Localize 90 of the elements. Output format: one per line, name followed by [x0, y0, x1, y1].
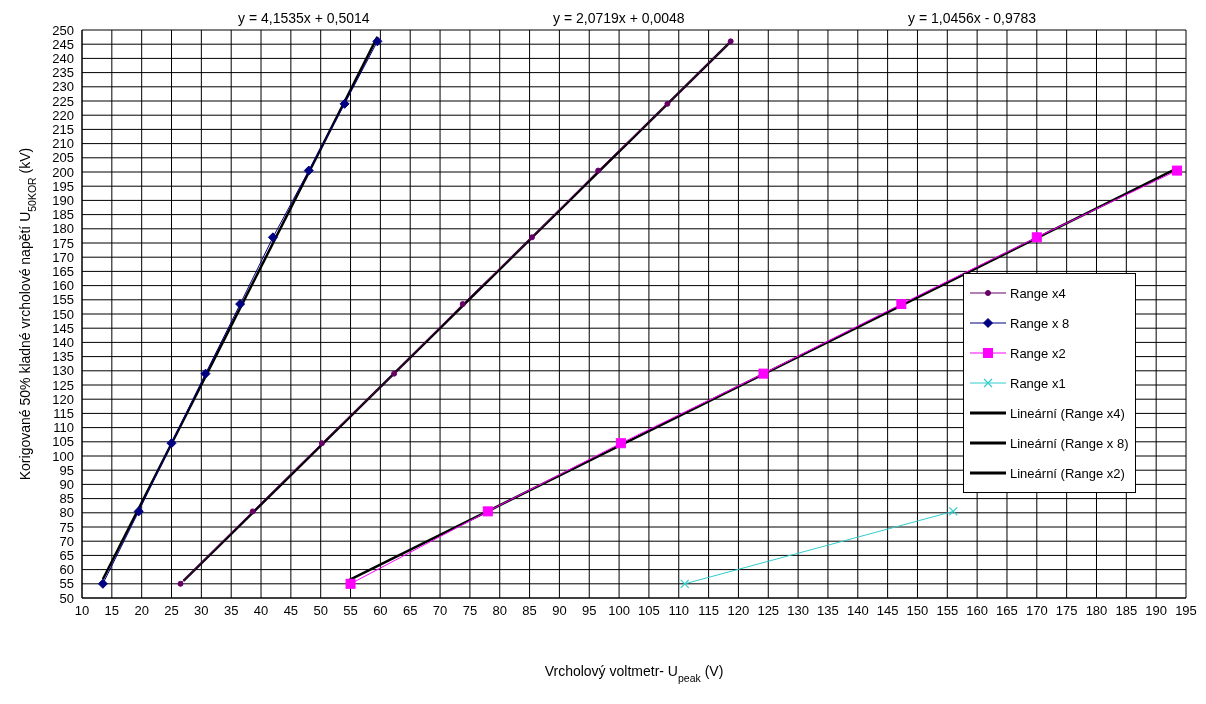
x-tick-label: 80: [492, 603, 507, 619]
legend-label: Range x4: [1010, 285, 1066, 301]
x-tick-label: 100: [608, 603, 630, 619]
x-tick-label: 50: [313, 603, 328, 619]
y-tick-label: 225: [52, 93, 74, 109]
x-tick-label: 135: [817, 603, 839, 619]
legend-label: Lineární (Range x2): [1010, 465, 1125, 481]
y-tick-label: 245: [52, 36, 74, 52]
x-tick-label: 155: [936, 603, 959, 619]
y-tick-label: 150: [52, 306, 74, 322]
x-tick-label: 160: [966, 603, 988, 619]
y-tick-label: 50: [59, 590, 74, 606]
x-tick-label: 190: [1145, 603, 1168, 619]
y-tick-label: 170: [52, 249, 74, 265]
x-tick-label: 90: [552, 603, 567, 619]
x-tick-label: 130: [787, 603, 809, 619]
y-tick-label: 125: [52, 377, 74, 393]
x-tick-label: 185: [1115, 603, 1138, 619]
x-tick-label: 125: [757, 603, 780, 619]
x-tick-label: 165: [996, 603, 1018, 619]
y-tick-label: 95: [59, 462, 74, 478]
y-tick-label: 220: [52, 107, 74, 123]
y-tick-label: 60: [59, 562, 74, 578]
y-tick-label: 110: [53, 420, 74, 436]
y-tick-label: 65: [59, 548, 74, 564]
y-tick-label: 145: [52, 320, 74, 336]
y-tick-label: 230: [52, 79, 74, 95]
y-tick-label: 130: [52, 363, 74, 379]
x-tick-label: 105: [638, 603, 660, 619]
y-tick-label: 185: [52, 207, 74, 223]
y-tick-label: 140: [52, 335, 74, 351]
y-tick-label: 115: [53, 406, 74, 422]
y-tick-label: 100: [52, 448, 74, 464]
y-tick-label: 175: [52, 235, 74, 251]
x-tick-label: 40: [253, 603, 269, 619]
x-tick-label: 65: [402, 603, 418, 619]
y-tick-label: 75: [59, 519, 74, 535]
legend-label: Range x1: [1010, 375, 1066, 391]
y-tick-label: 80: [59, 505, 74, 521]
x-tick-label: 95: [582, 603, 597, 619]
y-tick-label: 70: [59, 533, 74, 549]
y-tick-label: 190: [52, 193, 74, 209]
y-tick-label: 55: [59, 576, 74, 592]
x-tick-label: 170: [1025, 603, 1048, 619]
text: y = 4,1535x + 0,5014: [238, 10, 370, 26]
x-tick-label: 35: [223, 603, 239, 619]
y-tick-label: 205: [52, 150, 74, 166]
x-axis-title: Vrcholový voltmetr- U$_{peak}$ (V): [544, 663, 724, 684]
x-tick-label: 45: [283, 603, 299, 619]
y-tick-label: 235: [52, 65, 74, 81]
y-tick-label: 240: [52, 51, 74, 67]
legend-label: Lineární (Range x 8): [1010, 435, 1129, 451]
x-tick-label: 55: [343, 603, 358, 619]
x-tick-label: 10: [74, 603, 90, 619]
x-tick-label: 180: [1085, 603, 1108, 619]
x-tick-label: 175: [1055, 603, 1078, 619]
y-tick-label: 90: [59, 477, 74, 493]
y-tick-label: 200: [52, 164, 74, 180]
x-tick-label: 110: [668, 603, 690, 619]
text: y = 2,0719x + 0,0048: [553, 10, 685, 26]
legend-label: Lineární (Range x4): [1010, 405, 1125, 421]
y-tick-label: 160: [52, 278, 74, 294]
text: y = 1,0456x - 0,9783: [908, 10, 1037, 26]
x-tick-label: 30: [194, 603, 209, 619]
y-tick-label: 250: [52, 22, 74, 38]
x-tick-label: 120: [727, 603, 750, 619]
y-tick-label: 180: [52, 221, 74, 237]
x-tick-label: 75: [462, 603, 478, 619]
y-tick-label: 120: [52, 391, 74, 407]
x-tick-label: 85: [522, 603, 537, 619]
y-tick-label: 105: [52, 434, 74, 450]
y-tick-label: 215: [52, 122, 74, 138]
x-tick-label: 195: [1175, 603, 1197, 619]
x-tick-label: 25: [164, 603, 179, 619]
x-tick-label: 115: [698, 603, 719, 619]
y-tick-label: 135: [52, 349, 74, 365]
x-tick-label: 60: [373, 603, 388, 619]
y-tick-label: 85: [59, 491, 74, 507]
y-tick-label: 195: [52, 178, 74, 194]
x-tick-label: 20: [134, 603, 149, 619]
x-tick-label: 70: [432, 603, 448, 619]
y-tick-label: 155: [52, 292, 74, 308]
x-tick-label: 15: [104, 603, 120, 619]
x-tick-label: 145: [876, 603, 899, 619]
x-tick-label: 140: [846, 603, 869, 619]
legend-label: Range x 8: [1010, 315, 1070, 331]
x-tick-label: 150: [906, 603, 929, 619]
y-tick-label: 165: [52, 264, 74, 280]
y-tick-label: 210: [52, 136, 74, 152]
legend-label: Range x2: [1010, 345, 1066, 361]
